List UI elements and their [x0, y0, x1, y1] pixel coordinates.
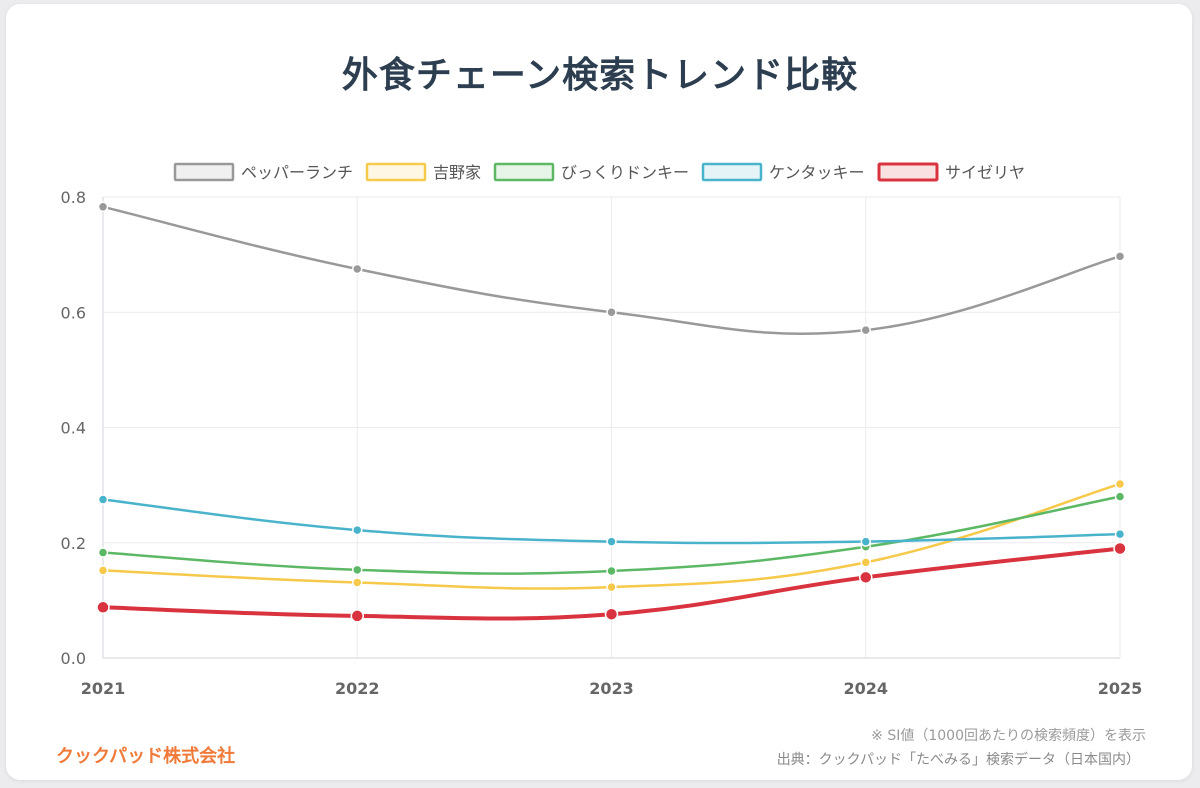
data-point[interactable]	[1113, 541, 1127, 556]
legend-item[interactable]: 吉野家	[365, 162, 481, 182]
series-lines	[96, 201, 1127, 623]
chart-card	[6, 4, 1192, 780]
data-point[interactable]	[860, 324, 871, 336]
y-tick-label: 0.0	[61, 649, 86, 668]
legend-label: ペッパーランチ	[241, 163, 353, 182]
data-point[interactable]	[352, 577, 363, 588]
data-point[interactable]	[352, 564, 363, 576]
page-title: 外食チェーン検索トレンド比較	[341, 55, 859, 96]
data-point[interactable]	[97, 494, 109, 505]
legend-label: ケンタッキー	[769, 163, 865, 182]
data-point[interactable]	[859, 570, 873, 585]
series-3	[97, 494, 1126, 547]
data-point[interactable]	[860, 536, 871, 547]
x-tick-label: 2022	[335, 679, 380, 698]
data-point[interactable]	[860, 557, 871, 568]
data-point[interactable]	[97, 201, 109, 213]
source-text: 出典：クックパッド「たべみる」検索データ（日本国内）	[776, 752, 1140, 768]
legend-item[interactable]: ペッパーランチ	[173, 162, 353, 182]
legend-swatch	[365, 162, 427, 182]
data-point[interactable]	[352, 263, 363, 275]
data-point[interactable]	[606, 565, 617, 577]
legend-item[interactable]: サイゼリヤ	[877, 162, 1025, 182]
data-point[interactable]	[606, 581, 617, 593]
legend-swatch	[701, 162, 763, 182]
legend-label: サイゼリヤ	[945, 163, 1025, 182]
x-tick-label: 2023	[589, 679, 634, 698]
series-0	[97, 201, 1126, 336]
legend-item[interactable]: ケンタッキー	[701, 162, 865, 182]
data-point[interactable]	[604, 607, 619, 621]
x-tick-label: 2024	[843, 679, 888, 698]
legend-swatch	[173, 162, 235, 182]
data-point[interactable]	[1114, 528, 1126, 540]
legend-label: 吉野家	[433, 163, 481, 182]
legend-label: びっくりドンキー	[561, 163, 689, 182]
data-point[interactable]	[1114, 478, 1126, 490]
series-4	[96, 541, 1127, 623]
data-point[interactable]	[606, 307, 617, 318]
legend-swatch	[493, 162, 555, 182]
data-point[interactable]	[96, 600, 110, 615]
y-tick-label: 0.4	[61, 419, 86, 438]
data-point[interactable]	[1114, 491, 1126, 502]
data-point[interactable]	[350, 609, 364, 623]
data-point[interactable]	[352, 524, 363, 536]
legend-item[interactable]: びっくりドンキー	[493, 162, 689, 182]
y-tick-label: 0.8	[61, 188, 86, 207]
series-1	[97, 478, 1126, 593]
y-tick-label: 0.2	[61, 534, 86, 553]
data-point[interactable]	[97, 547, 109, 558]
data-point[interactable]	[1114, 251, 1126, 262]
legend-swatch	[877, 162, 939, 182]
brand-logo-text: クックパッド株式会社	[56, 746, 236, 767]
si-note: ※ SI値（1000回あたりの検索頻度）を表示	[871, 728, 1146, 744]
legend: ペッパーランチ 吉野家 びっくりドンキー ケンタッキー サイゼリヤ	[173, 162, 1025, 182]
y-tick-label: 0.6	[61, 303, 86, 322]
x-tick-label: 2021	[81, 679, 126, 698]
x-tick-label: 2025	[1098, 679, 1143, 698]
axes: 0.0 0.2 0.4 0.6 0.8 2021 2022 2023 2024 2025	[61, 188, 1143, 698]
data-point[interactable]	[606, 536, 617, 547]
data-point[interactable]	[97, 565, 109, 576]
